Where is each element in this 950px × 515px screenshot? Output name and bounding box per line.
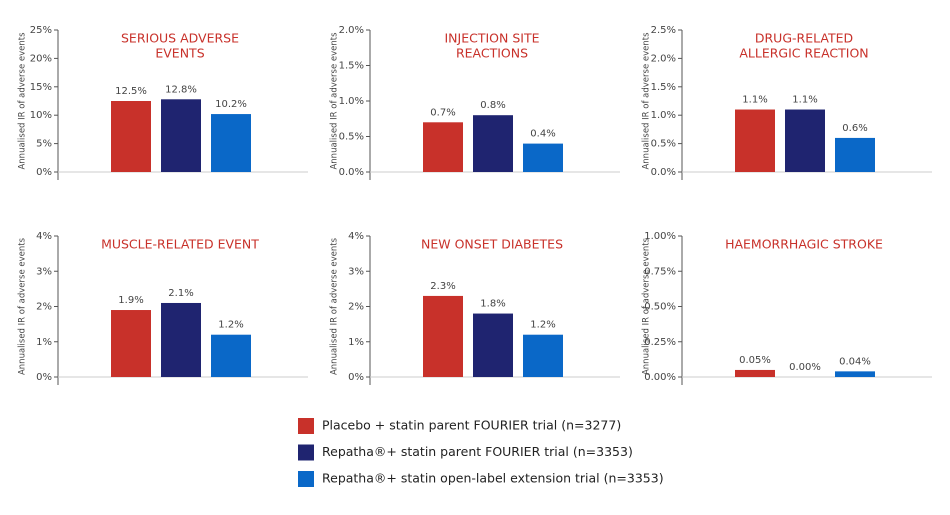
bar	[473, 115, 513, 172]
value-label: 0.05%	[739, 355, 771, 366]
bar	[111, 310, 151, 377]
value-label: 1.1%	[742, 95, 767, 106]
y-tick-label: 1%	[348, 337, 364, 348]
y-tick-label: 20%	[30, 53, 52, 64]
value-label: 1.2%	[530, 320, 555, 331]
legend-swatch	[298, 444, 314, 461]
y-tick-label: 1%	[36, 337, 52, 348]
y-tick-label: 1.5%	[651, 82, 676, 93]
y-tick-label: 0.0%	[339, 167, 364, 178]
y-tick-label: 0.25%	[644, 337, 676, 348]
bar	[211, 114, 251, 172]
chart-title: REACTIONS	[456, 46, 528, 61]
chart-title: MUSCLE-RELATED EVENT	[101, 237, 259, 252]
bar	[735, 369, 775, 377]
y-tick-label: 2%	[36, 302, 52, 313]
y-axis-label: Annualised IR of adverse events	[18, 32, 28, 170]
bar	[473, 313, 513, 377]
bar	[523, 334, 563, 377]
bar	[423, 295, 463, 377]
y-tick-label: 0%	[348, 372, 364, 383]
value-label: 0.7%	[430, 107, 455, 118]
y-tick-label: 0%	[36, 372, 52, 383]
y-tick-label: 5%	[36, 139, 52, 150]
value-label: 0.6%	[842, 123, 867, 134]
chart-title: EVENTS	[155, 46, 204, 61]
y-tick-label: 2.5%	[651, 25, 676, 36]
value-label: 1.9%	[118, 295, 143, 306]
chart-title: NEW ONSET DIABETES	[421, 237, 563, 252]
bar	[423, 122, 463, 172]
y-tick-label: 3%	[36, 266, 52, 277]
y-tick-label: 2.0%	[339, 25, 364, 36]
value-label: 1.2%	[218, 320, 243, 331]
bar	[735, 109, 775, 172]
value-label: 0.04%	[839, 356, 871, 367]
value-label: 2.1%	[168, 288, 193, 299]
y-tick-label: 0.00%	[644, 372, 676, 383]
value-label: 0.00%	[789, 362, 821, 373]
y-tick-label: 0.75%	[644, 266, 676, 277]
y-tick-label: 1.5%	[339, 61, 364, 72]
y-tick-label: 0.0%	[651, 167, 676, 178]
value-label: 0.8%	[480, 100, 505, 111]
legend-swatch	[298, 418, 314, 434]
y-tick-label: 10%	[30, 110, 52, 121]
value-label: 12.8%	[165, 84, 197, 95]
chart-title: SERIOUS ADVERSE	[121, 31, 239, 46]
y-tick-label: 1.00%	[644, 231, 676, 242]
bar	[523, 143, 563, 172]
chart-title: HAEMORRHAGIC STROKE	[725, 237, 883, 252]
value-label: 2.3%	[430, 281, 455, 292]
y-tick-label: 2%	[348, 302, 364, 313]
chart-title: DRUG-RELATED	[755, 31, 853, 46]
y-axis-label: Annualised IR of adverse events	[330, 237, 340, 375]
chart-title: INJECTION SITE	[445, 31, 540, 46]
value-label: 0.4%	[530, 129, 555, 140]
y-tick-label: 0.5%	[651, 139, 676, 150]
y-axis-label: Annualised IR of adverse events	[18, 237, 28, 375]
y-tick-label: 4%	[36, 231, 52, 242]
chart-title: ALLERGIC REACTION	[739, 46, 868, 61]
y-axis-label: Annualised IR of adverse events	[330, 32, 340, 170]
y-tick-label: 1.0%	[339, 96, 364, 107]
y-tick-label: 0.5%	[339, 132, 364, 143]
legend-swatch	[298, 471, 314, 487]
bar	[835, 371, 875, 377]
y-tick-label: 25%	[30, 25, 52, 36]
y-tick-label: 0.50%	[644, 302, 676, 313]
legend-label: Repatha®+ statin parent FOURIER trial (n…	[322, 444, 633, 459]
y-tick-label: 4%	[348, 231, 364, 242]
legend-label: Placebo + statin parent FOURIER trial (n…	[322, 418, 621, 433]
value-label: 10.2%	[215, 99, 247, 110]
bar	[161, 99, 201, 172]
bar	[161, 302, 201, 377]
y-tick-label: 2.0%	[651, 53, 676, 64]
y-tick-label: 1.0%	[651, 110, 676, 121]
y-axis-label: Annualised IR of adverse events	[642, 32, 652, 170]
legend-label: Repatha®+ statin open-label extension tr…	[322, 471, 664, 486]
value-label: 1.1%	[792, 95, 817, 106]
bar	[211, 334, 251, 377]
bar	[111, 101, 151, 172]
y-axis-label: Annualised IR of adverse events	[642, 237, 652, 375]
bar	[785, 109, 825, 172]
value-label: 12.5%	[115, 86, 147, 97]
y-tick-label: 15%	[30, 82, 52, 93]
value-label: 1.8%	[480, 299, 505, 310]
bar	[835, 137, 875, 172]
y-tick-label: 0%	[36, 167, 52, 178]
y-tick-label: 3%	[348, 266, 364, 277]
